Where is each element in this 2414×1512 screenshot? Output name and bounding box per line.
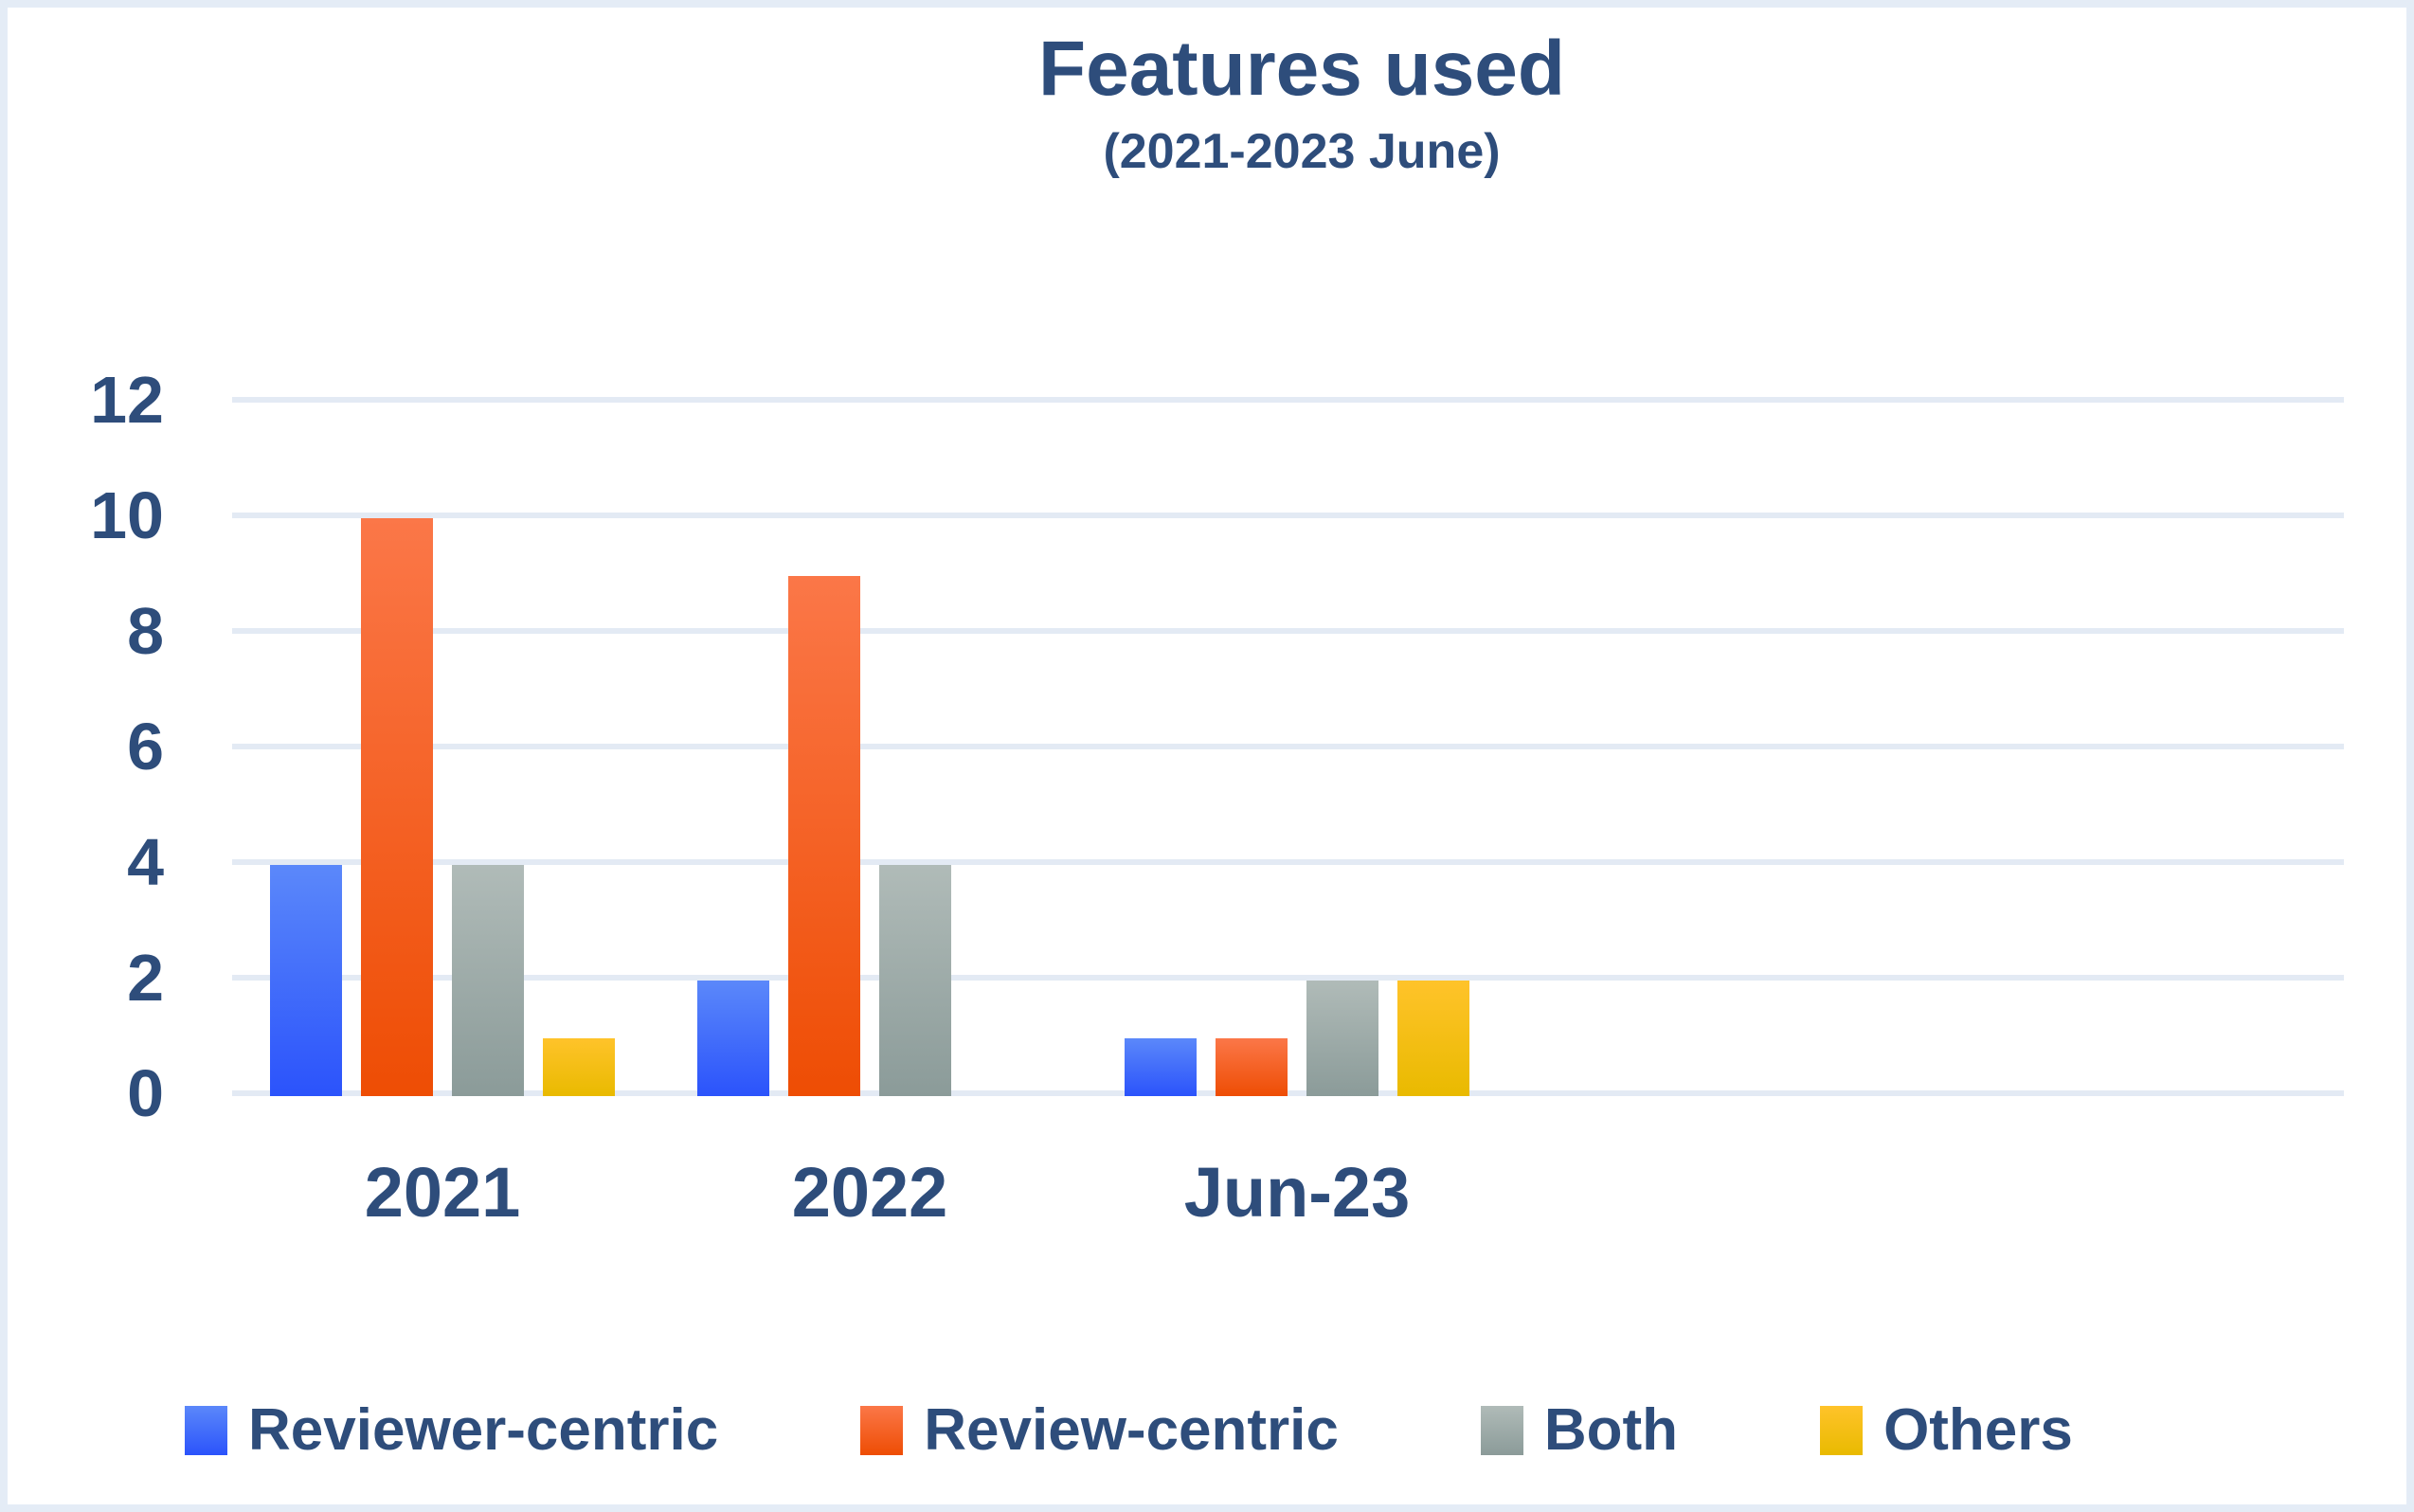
y-axis-label-4: 4 [127, 825, 164, 899]
chart-title: Features used [1038, 26, 1565, 112]
gridline-y-8 [232, 628, 2344, 634]
y-axis-label-12: 12 [90, 363, 164, 437]
legend: Reviewer-centric Review-centric Both Others [185, 1396, 2073, 1464]
y-axis-label-8: 8 [127, 594, 164, 668]
bar-reviewer-centric-jun-23 [1125, 1038, 1197, 1096]
plot-area: 0 2 4 6 8 10 12 2021 2022 Jun-23 [8, 8, 2406, 1504]
legend-swatch-review-centric-icon [860, 1405, 904, 1455]
y-axis-label-10: 10 [90, 478, 164, 552]
legend-label-others: Others [1883, 1397, 2073, 1463]
legend-label-both: Both [1543, 1397, 1679, 1463]
bar-review-centric-2022 [788, 576, 860, 1096]
bar-both-2021 [452, 865, 524, 1096]
gridline-y-6 [232, 744, 2344, 749]
chart-subtitle: (2021-2023 June) [1103, 124, 1501, 179]
legend-item-review-centric: Review-centric [860, 1396, 1339, 1464]
bar-both-2022 [879, 865, 951, 1096]
y-axis-label-2: 2 [127, 941, 164, 1015]
legend-item-others: Others [1820, 1396, 2073, 1464]
legend-swatch-both-icon [1480, 1405, 1523, 1455]
bar-reviewer-centric-2021 [270, 865, 342, 1096]
y-axis-label-6: 6 [127, 710, 164, 783]
x-axis-label-jun-23: Jun-23 [1183, 1153, 1411, 1232]
x-axis-label-2022: 2022 [791, 1153, 948, 1232]
bar-both-jun-23 [1306, 981, 1378, 1096]
gridline-y-12 [232, 397, 2344, 403]
bar-others-jun-23 [1397, 981, 1469, 1096]
x-axis-label-2021: 2021 [364, 1153, 521, 1232]
gridline-y-4 [232, 859, 2344, 865]
bar-review-centric-jun-23 [1216, 1038, 1288, 1096]
legend-swatch-others-icon [1820, 1405, 1864, 1455]
gridline-y-2 [232, 975, 2344, 981]
legend-label-reviewer-centric: Reviewer-centric [248, 1397, 719, 1463]
legend-label-review-centric: Review-centric [924, 1397, 1339, 1463]
bar-review-centric-2021 [361, 518, 433, 1096]
gridline-y-10 [232, 513, 2344, 518]
bar-reviewer-centric-2022 [697, 981, 769, 1096]
y-axis-label-0: 0 [127, 1056, 164, 1130]
bar-others-2021 [543, 1038, 615, 1096]
legend-item-reviewer-centric: Reviewer-centric [185, 1396, 718, 1464]
gridline-y-0 [232, 1090, 2344, 1096]
legend-swatch-reviewer-centric-icon [185, 1405, 227, 1455]
legend-item-both: Both [1480, 1396, 1679, 1464]
